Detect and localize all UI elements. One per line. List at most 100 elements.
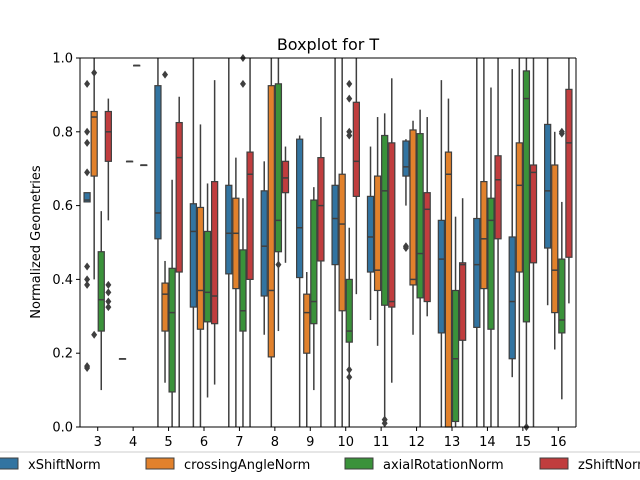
box-body	[551, 164, 559, 314]
outlier-point	[346, 94, 353, 103]
y-tick-label: 0.4	[52, 273, 73, 288]
box-body	[345, 278, 353, 343]
box-xShiftNorm-3	[83, 79, 91, 372]
box-body	[437, 219, 446, 334]
box-body	[310, 199, 318, 325]
outlier-point	[84, 363, 91, 372]
box-body	[161, 282, 169, 332]
x-tick-label: 16	[550, 435, 567, 450]
x-tick-label: 4	[129, 435, 137, 450]
box-body	[296, 138, 304, 279]
x-tick-label: 10	[337, 435, 354, 450]
box-axialRotationNorm-8	[274, 58, 283, 332]
box-body	[473, 217, 481, 328]
box-body	[508, 236, 516, 360]
box-xShiftNorm-11	[366, 146, 375, 320]
box-body	[480, 181, 488, 290]
box-crossingAngleNorm-12	[409, 120, 417, 335]
box-body	[154, 85, 162, 240]
box-crossingAngleNorm-13	[444, 98, 453, 428]
box-crossingAngleNorm-10	[338, 58, 346, 427]
box-xShiftNorm-13	[437, 80, 446, 427]
box-zShiftNorm-13	[458, 198, 467, 427]
box-body	[175, 121, 183, 273]
box-xShiftNorm-9	[296, 135, 304, 427]
box-zShiftNorm-4	[140, 164, 148, 167]
box-body	[104, 110, 112, 162]
x-tick-label: 11	[373, 435, 390, 450]
outlier-point	[558, 129, 565, 138]
box-axialRotationNorm-16	[558, 127, 566, 400]
box-body	[409, 129, 417, 286]
outlier-point	[105, 303, 112, 312]
box-axialRotationNorm-3	[97, 211, 105, 391]
box-axialRotationNorm-13	[451, 216, 460, 427]
x-tick-label: 5	[164, 435, 172, 450]
outlier-point	[84, 79, 91, 88]
box-body	[338, 173, 346, 312]
x-tick-label: 13	[444, 435, 461, 450]
outlier-point	[381, 419, 388, 428]
box-crossingAngleNorm-5	[161, 70, 169, 383]
legend-entry: crossingAngleNorm	[184, 458, 310, 473]
box-zShiftNorm-16	[565, 58, 573, 304]
box-zShiftNorm-8	[281, 146, 290, 263]
box-xShiftNorm-10	[331, 58, 339, 427]
box-body	[381, 134, 389, 306]
box-body	[366, 195, 375, 273]
legend-entry: zShiftNorm	[578, 458, 640, 473]
box-zShiftNorm-9	[317, 117, 325, 427]
axes: 0.0 0.2 0.4 0.6 0.8 1.0 3 4 5 6 7 8 9 10 11 12 13 14 15 16	[52, 52, 577, 450]
box-xShiftNorm-15	[508, 69, 516, 378]
box-body	[558, 258, 566, 334]
x-tick-label: 8	[271, 435, 279, 450]
y-tick-label: 0.0	[52, 421, 73, 436]
box-axialRotationNorm-10	[345, 79, 353, 427]
box-axialRotationNorm-4	[133, 64, 141, 67]
box-body	[423, 192, 431, 303]
outlier-point	[84, 168, 91, 177]
y-tick-label: 1.0	[52, 52, 73, 67]
legend-frame	[0, 451, 640, 480]
legend-entry: axialRotationNorm	[383, 458, 504, 473]
box-body	[388, 142, 396, 308]
box-zShiftNorm-6	[210, 80, 219, 385]
outlier-point	[346, 373, 353, 382]
box-body	[458, 262, 467, 341]
plot-area	[83, 54, 573, 431]
box-body	[494, 155, 502, 240]
box-body	[352, 101, 360, 197]
box-zShiftNorm-5	[175, 96, 183, 427]
box-body	[97, 251, 105, 332]
box-zShiftNorm-3	[104, 98, 112, 312]
outlier-point	[346, 131, 353, 140]
outlier-point	[162, 70, 169, 79]
box-body	[189, 203, 198, 308]
box-body	[274, 83, 283, 253]
box-body	[373, 175, 382, 292]
box-body	[565, 88, 573, 258]
box-body	[451, 289, 460, 423]
outlier-point	[275, 260, 282, 269]
outlier-point	[402, 244, 409, 253]
box-xShiftNorm-4	[118, 357, 127, 360]
box-body	[331, 184, 339, 266]
legend: xShiftNorm crossingAngleNorm axialRotation…	[0, 451, 640, 480]
box-body	[239, 249, 247, 332]
y-axis-label: Normalized Geometries	[29, 165, 44, 319]
box-axialRotationNorm-7	[239, 54, 247, 427]
box-body	[232, 197, 240, 290]
box-body	[544, 123, 552, 249]
box-xShiftNorm-7	[225, 58, 233, 427]
outlier-point	[105, 288, 112, 297]
outlier-point	[91, 330, 98, 339]
box-axialRotationNorm-15	[522, 58, 531, 431]
x-tick-label: 9	[306, 435, 314, 450]
outlier-point	[84, 280, 91, 289]
legend-entry: xShiftNorm	[28, 458, 101, 473]
box-body	[317, 157, 325, 262]
box-crossingAngleNorm-14	[480, 58, 488, 427]
outlier-point	[239, 79, 246, 88]
box-body	[246, 151, 254, 281]
box-body	[515, 142, 523, 273]
